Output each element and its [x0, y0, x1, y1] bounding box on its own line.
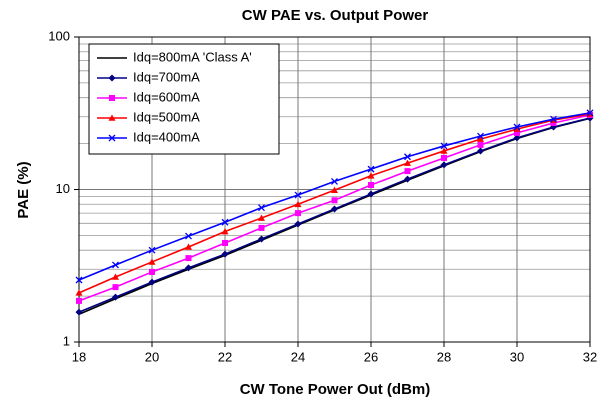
legend-label: Idq=400mA [133, 129, 200, 144]
x-tick-label: 30 [510, 349, 524, 364]
marker [404, 153, 411, 161]
marker [477, 147, 484, 155]
marker [221, 228, 229, 235]
marker [440, 147, 448, 154]
legend-box [88, 43, 280, 155]
x-tick-label: 18 [72, 349, 86, 364]
y-tick-label: 10 [56, 181, 70, 196]
marker [294, 220, 302, 228]
marker [108, 114, 116, 121]
marker [185, 243, 192, 250]
x-axis-label: CW Tone Power Out (dBm) [240, 381, 431, 398]
marker [404, 175, 411, 183]
marker [112, 284, 119, 291]
marker [477, 135, 484, 142]
y-tick-label: 1 [63, 333, 70, 348]
marker [148, 246, 156, 254]
x-tick-label: 26 [364, 349, 378, 364]
marker [404, 168, 411, 175]
marker [75, 276, 83, 284]
marker [109, 95, 115, 101]
marker [294, 191, 302, 199]
marker [112, 273, 119, 280]
marker [477, 132, 484, 140]
marker [258, 235, 265, 243]
marker [441, 154, 447, 161]
chart-title: CW PAE vs. Output Power [242, 7, 429, 24]
marker [513, 123, 521, 131]
x-tick-label: 22 [218, 349, 232, 364]
y-axis-label: PAE (%) [15, 161, 32, 218]
marker [368, 182, 374, 189]
marker [440, 161, 448, 169]
x-tick-label: 32 [583, 349, 597, 364]
marker [112, 261, 119, 269]
x-tick-label: 24 [291, 349, 305, 364]
marker [477, 141, 484, 148]
marker [258, 204, 265, 212]
marker [513, 125, 521, 132]
marker [331, 205, 338, 213]
y-tick-label: 100 [48, 28, 70, 43]
legend: Idq=800mA 'Class A' Idq=700mA Idq=600mA Idq… [88, 43, 280, 155]
plot-frame [78, 36, 591, 343]
x-tick-label: 20 [145, 349, 159, 364]
marker [148, 258, 156, 265]
marker [367, 165, 375, 173]
marker [148, 278, 156, 286]
marker [586, 109, 594, 117]
marker [440, 142, 448, 150]
marker [185, 232, 192, 240]
marker [331, 197, 338, 204]
marker [75, 308, 83, 316]
x-tick-label: 28 [437, 349, 451, 364]
marker [221, 218, 229, 226]
marker [550, 119, 557, 126]
marker [185, 264, 192, 272]
legend-label: Idq=800mA 'Class A' [133, 49, 252, 64]
legend-label: Idq=500mA [133, 109, 200, 124]
marker [221, 250, 229, 258]
marker [367, 172, 375, 179]
marker [112, 293, 119, 301]
marker [149, 268, 155, 275]
marker [76, 297, 82, 304]
marker [258, 224, 265, 231]
marker [514, 129, 520, 136]
legend-label: Idq=600mA [133, 89, 200, 104]
marker [294, 200, 302, 208]
marker [513, 134, 521, 142]
legend-label: Idq=700mA [133, 69, 200, 84]
marker [108, 74, 116, 82]
marker [550, 115, 557, 123]
marker [331, 177, 338, 185]
marker [404, 159, 411, 166]
marker [185, 255, 192, 262]
marker [222, 239, 228, 246]
marker [367, 190, 375, 198]
marker [295, 210, 301, 217]
marker [75, 289, 83, 296]
marker [108, 134, 116, 142]
marker [331, 186, 338, 193]
marker [258, 214, 265, 221]
